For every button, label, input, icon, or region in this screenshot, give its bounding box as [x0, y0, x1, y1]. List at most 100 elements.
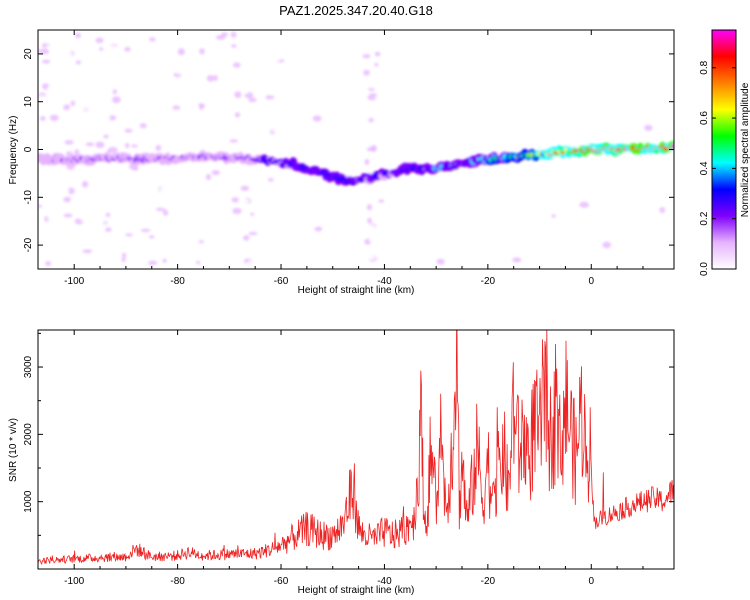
noise-blob — [43, 224, 52, 231]
colorbar-tick-label: 0.4 — [699, 161, 710, 175]
noise-blob — [268, 232, 275, 238]
noise-blob — [136, 66, 146, 71]
noise-blob — [206, 255, 213, 263]
noise-blob — [96, 201, 106, 207]
noise-blob — [362, 54, 372, 59]
noise-blob — [112, 245, 122, 249]
noise-blob — [45, 40, 52, 45]
x-tick-label: -60 — [274, 576, 289, 587]
noise-blob — [578, 111, 586, 116]
noise-blob — [166, 70, 172, 74]
noise-blob — [364, 105, 371, 112]
noise-blob — [179, 222, 185, 228]
noise-blob — [367, 88, 375, 91]
snr-y-axis-label: SNR (10 * v/v) — [8, 418, 19, 482]
noise-blob — [39, 223, 46, 230]
noise-blob — [242, 109, 253, 114]
noise-blob — [503, 236, 511, 243]
noise-blob — [273, 46, 283, 51]
noise-blob — [74, 69, 80, 74]
noise-blob — [105, 212, 111, 217]
colorbar-frame — [711, 29, 737, 270]
noise-blob — [190, 254, 196, 262]
noise-blob — [155, 207, 165, 212]
noise-blob — [229, 139, 238, 143]
noise-blob — [368, 162, 379, 169]
noise-blob — [303, 71, 308, 75]
noise-blob — [118, 171, 124, 178]
noise-blob — [135, 33, 141, 40]
noise-blob — [187, 193, 192, 200]
noise-blob — [185, 45, 192, 52]
noise-blob — [231, 197, 239, 203]
noise-blob — [164, 177, 170, 182]
noise-blob — [463, 152, 471, 158]
noise-blob — [145, 78, 150, 84]
noise-blob — [264, 143, 271, 150]
noise-blob — [421, 263, 430, 268]
noise-blob — [87, 73, 95, 81]
noise-blob — [125, 233, 134, 237]
noise-blob — [168, 147, 178, 154]
noise-blob — [248, 138, 258, 142]
noise-blob — [220, 190, 228, 196]
spectrogram-marks — [38, 30, 674, 269]
noise-blob — [65, 151, 73, 157]
noise-blob — [46, 85, 57, 90]
noise-blob — [373, 126, 382, 134]
noise-blob — [112, 220, 119, 225]
noise-blob — [143, 57, 149, 61]
noise-blob — [229, 49, 235, 52]
noise-blob — [214, 162, 221, 169]
noise-blob — [660, 189, 671, 195]
noise-blob — [218, 218, 224, 225]
noise-blob — [80, 104, 91, 111]
noise-blob — [67, 125, 73, 132]
noise-blob — [495, 79, 505, 83]
x-tick-label: -20 — [481, 576, 496, 587]
noise-blob — [242, 30, 248, 36]
noise-blob — [210, 203, 218, 207]
noise-blob — [240, 183, 250, 187]
noise-blob — [148, 235, 155, 239]
noise-blob — [140, 131, 148, 136]
noise-blob — [211, 170, 220, 176]
noise-blob — [614, 180, 622, 186]
noise-blob — [49, 114, 59, 122]
noise-blob — [97, 260, 106, 265]
noise-blob — [286, 81, 291, 85]
noise-blob — [255, 221, 261, 228]
noise-blob — [95, 221, 102, 226]
noise-blob — [228, 162, 238, 167]
noise-blob — [586, 134, 594, 139]
noise-blob — [248, 231, 258, 236]
noise-blob — [136, 188, 144, 193]
noise-blob — [240, 198, 248, 202]
noise-blob — [172, 163, 182, 169]
noise-blob — [177, 125, 184, 133]
noise-blob — [394, 88, 403, 95]
noise-blob — [121, 257, 126, 263]
noise-blob — [139, 123, 147, 129]
noise-blob — [246, 42, 255, 46]
noise-blob — [148, 260, 158, 266]
colorbar-ticks: 0.0 0.2 0.4 0.6 0.8 — [699, 60, 736, 276]
noise-blob — [224, 77, 234, 81]
noise-blob — [82, 40, 90, 45]
noise-blob — [75, 60, 81, 65]
noise-blob — [532, 250, 537, 257]
noise-blob — [42, 59, 51, 64]
noise-blob — [42, 74, 49, 82]
noise-blob — [189, 119, 196, 124]
noise-blob — [48, 169, 59, 173]
noise-blob — [623, 151, 630, 156]
noise-blob — [537, 47, 544, 51]
noise-blob — [146, 69, 155, 76]
noise-blob — [177, 48, 185, 56]
noise-blob — [443, 259, 451, 264]
noise-blob — [128, 244, 137, 251]
noise-blob — [447, 137, 457, 144]
noise-blob — [96, 194, 107, 202]
noise-blob — [189, 77, 194, 83]
noise-blob — [61, 235, 66, 240]
